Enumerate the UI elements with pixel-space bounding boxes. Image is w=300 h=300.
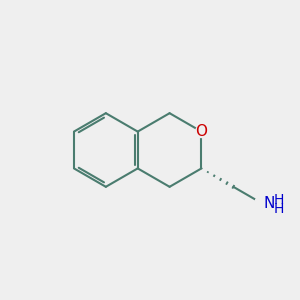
Text: H: H [273, 202, 284, 216]
Text: H: H [273, 193, 284, 206]
Circle shape [196, 126, 207, 137]
Circle shape [255, 196, 269, 211]
Text: N: N [263, 196, 275, 211]
Text: O: O [196, 124, 208, 139]
